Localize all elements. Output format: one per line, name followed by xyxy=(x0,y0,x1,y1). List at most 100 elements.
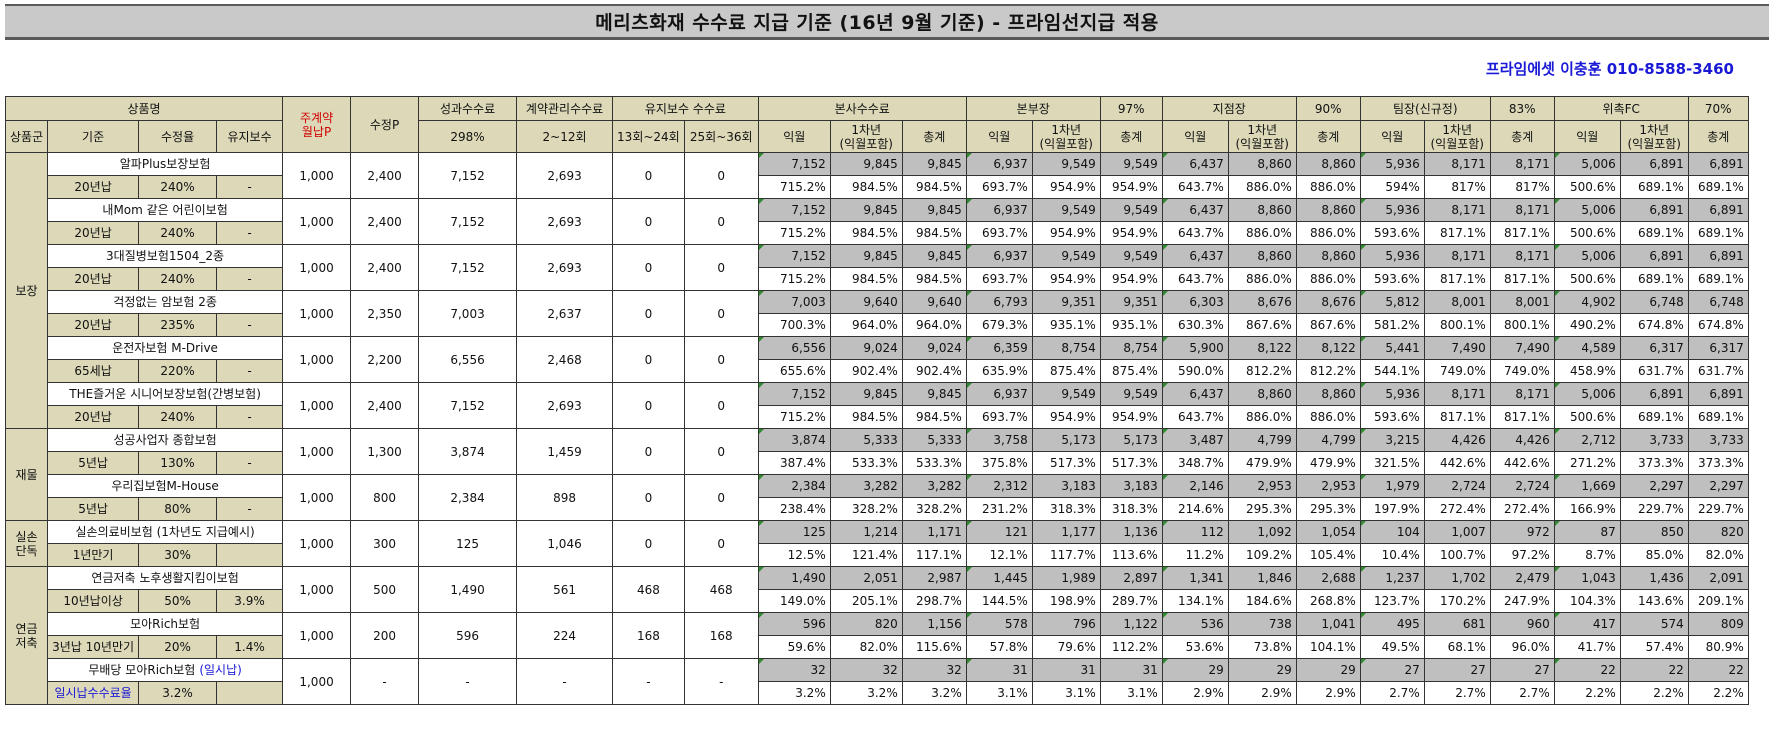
percent-cell: 817.1% xyxy=(1423,221,1491,245)
maint-25-36: 0 xyxy=(683,474,759,521)
product-name-text: 알파Plus보장보험 xyxy=(119,157,211,171)
percent-cell: 184.6% xyxy=(1227,589,1297,613)
category-cell: 재물 xyxy=(4,428,49,521)
product-name: 실손의료비보험 (1차년도 지급예시) xyxy=(47,520,284,544)
table-row: 20년납 240% -715.2% 984.5% 984.5% 693.7% 954.9% 9… xyxy=(6,405,1749,429)
percent-cell: 57.8% xyxy=(965,635,1033,659)
table-row: 5년납 80% -238.4% 328.2% 328.2% 231.2% 318.3% 318… xyxy=(6,497,1749,521)
perf-fee: 7,152 xyxy=(418,152,518,199)
percent-cell: 295.3% xyxy=(1227,497,1297,521)
amount-cell: 7,490 xyxy=(1423,336,1491,360)
table-row: 보장 알파Plus보장보험 1,000 2,400 7,152 2,693 0 0 7,152 9… xyxy=(4,152,1749,429)
amount-cell: 809 xyxy=(1687,612,1749,636)
product-name-text: 3대질병보험1504_2종 xyxy=(106,249,225,263)
percent-cell: 268.8% xyxy=(1295,589,1361,613)
percent-cell: 749.0% xyxy=(1423,359,1491,383)
amount-cell: 8,860 xyxy=(1227,198,1297,222)
amount-cell: 8,122 xyxy=(1295,336,1361,360)
amount-cell: 2,724 xyxy=(1489,474,1555,498)
header-team: 팀장(신규정) xyxy=(1359,96,1491,121)
product-name-text: 실손의료비보험 (1차년도 지급예시) xyxy=(75,525,255,539)
amount-cell: 7,152 xyxy=(757,198,831,222)
percent-cell: 3.2% xyxy=(829,681,903,705)
percent-cell: 886.0% xyxy=(1227,175,1297,199)
percent-cell: 11.2% xyxy=(1161,543,1229,567)
percent-cell: 749.0% xyxy=(1489,359,1555,383)
header-branch-pct: 90% xyxy=(1295,96,1361,121)
amount-cell: 2,091 xyxy=(1687,566,1749,590)
amount-cell: 5,006 xyxy=(1553,152,1621,176)
basis-cell: 20년납 xyxy=(47,313,140,337)
amount-cell: 9,845 xyxy=(901,244,967,268)
percent-cell: 318.3% xyxy=(1099,497,1163,521)
percent-cell: 79.6% xyxy=(1031,635,1101,659)
table-row: 재물 성공사업자 종합보험 1,000 1,300 3,874 1,459 0 0 3,874 5… xyxy=(4,428,1749,521)
amount-cell: 9,845 xyxy=(829,198,903,222)
table-row: 20년납 240% -715.2% 984.5% 984.5% 693.7% 954.9% 9… xyxy=(6,175,1749,199)
perf-fee: - xyxy=(418,658,518,705)
table-row: 실손 단독 실손의료비보험 (1차년도 지급예시) 1,000 300 125 1,046… xyxy=(4,520,1749,567)
amount-cell: 7,490 xyxy=(1489,336,1555,360)
percent-cell: 229.7% xyxy=(1619,497,1689,521)
percent-cell: 674.8% xyxy=(1687,313,1749,337)
percent-cell: 209.1% xyxy=(1687,589,1749,613)
product-name: 내Mom 같은 어린이보험 xyxy=(47,198,284,222)
percent-cell: 984.5% xyxy=(901,221,967,245)
percent-cell: 198.9% xyxy=(1031,589,1101,613)
product-name: 3대질병보험1504_2종 xyxy=(47,244,284,268)
amount-cell: 31 xyxy=(965,658,1033,682)
percent-cell: 238.4% xyxy=(757,497,831,521)
product-name: 모아Rich보험 xyxy=(47,612,284,636)
amount-cell: 8,171 xyxy=(1489,152,1555,176)
percent-cell: 984.5% xyxy=(829,405,903,429)
amount-cell: 8,860 xyxy=(1295,382,1361,406)
header-maint-13-24: 13회~24회 xyxy=(612,120,685,153)
header-hq: 본사수수료 xyxy=(757,96,967,121)
amount-cell: 7,152 xyxy=(757,152,831,176)
percent-cell: 85.0% xyxy=(1619,543,1689,567)
amount-cell: 1,041 xyxy=(1295,612,1361,636)
percent-cell: 679.3% xyxy=(965,313,1033,337)
amount-cell: 29 xyxy=(1227,658,1297,682)
adj-premium: 500 xyxy=(350,566,420,613)
amount-cell: 8,171 xyxy=(1423,198,1491,222)
amount-cell: 8,171 xyxy=(1423,244,1491,268)
percent-cell: 298.7% xyxy=(901,589,967,613)
amount-cell: 3,282 xyxy=(829,474,903,498)
amount-cell: 5,333 xyxy=(829,428,903,452)
amount-cell: 2,897 xyxy=(1099,566,1163,590)
amount-cell: 9,024 xyxy=(901,336,967,360)
contract-fee: - xyxy=(516,658,614,705)
rate-cell: 30% xyxy=(138,543,218,567)
header-sub-total: 총계 xyxy=(1295,120,1361,153)
maint-cell: - xyxy=(216,497,284,521)
adj-premium: 200 xyxy=(350,612,420,659)
percent-cell: 12.5% xyxy=(757,543,831,567)
header-contract-fee: 계약관리수수료 xyxy=(516,96,614,121)
percent-cell: 533.3% xyxy=(901,451,967,475)
product-name: 걱정없는 암보험 2종 xyxy=(47,290,284,314)
amount-cell: 3,183 xyxy=(1031,474,1101,498)
maint-cell: - xyxy=(216,359,284,383)
percent-cell: 984.5% xyxy=(901,175,967,199)
percent-cell: 479.9% xyxy=(1227,451,1297,475)
percent-cell: 817.1% xyxy=(1423,267,1491,291)
amount-cell: 8,122 xyxy=(1227,336,1297,360)
maint-13-24: 0 xyxy=(612,428,685,475)
amount-cell: 1,436 xyxy=(1619,566,1689,590)
percent-cell: 689.1% xyxy=(1687,221,1749,245)
percent-cell: 935.1% xyxy=(1099,313,1163,337)
percent-cell: 590.0% xyxy=(1161,359,1229,383)
product-name-text: 성공사업자 종합보험 xyxy=(113,433,217,447)
header-bonbu-pct: 97% xyxy=(1099,96,1163,121)
adj-premium: 2,400 xyxy=(350,198,420,245)
percent-cell: 674.8% xyxy=(1619,313,1689,337)
percent-cell: 80.9% xyxy=(1687,635,1749,659)
amount-cell: 22 xyxy=(1553,658,1621,682)
table-row: 1년만기 30% 12.5% 121.4% 117.1% 12.1% 117.7% 113.6… xyxy=(6,543,1749,567)
maint-13-24: 168 xyxy=(612,612,685,659)
main-premium: 1,000 xyxy=(282,428,352,475)
amount-cell: 9,845 xyxy=(901,382,967,406)
percent-cell: 643.7% xyxy=(1161,175,1229,199)
header-sub-y1: 1차년 (익월포함) xyxy=(1227,120,1297,153)
